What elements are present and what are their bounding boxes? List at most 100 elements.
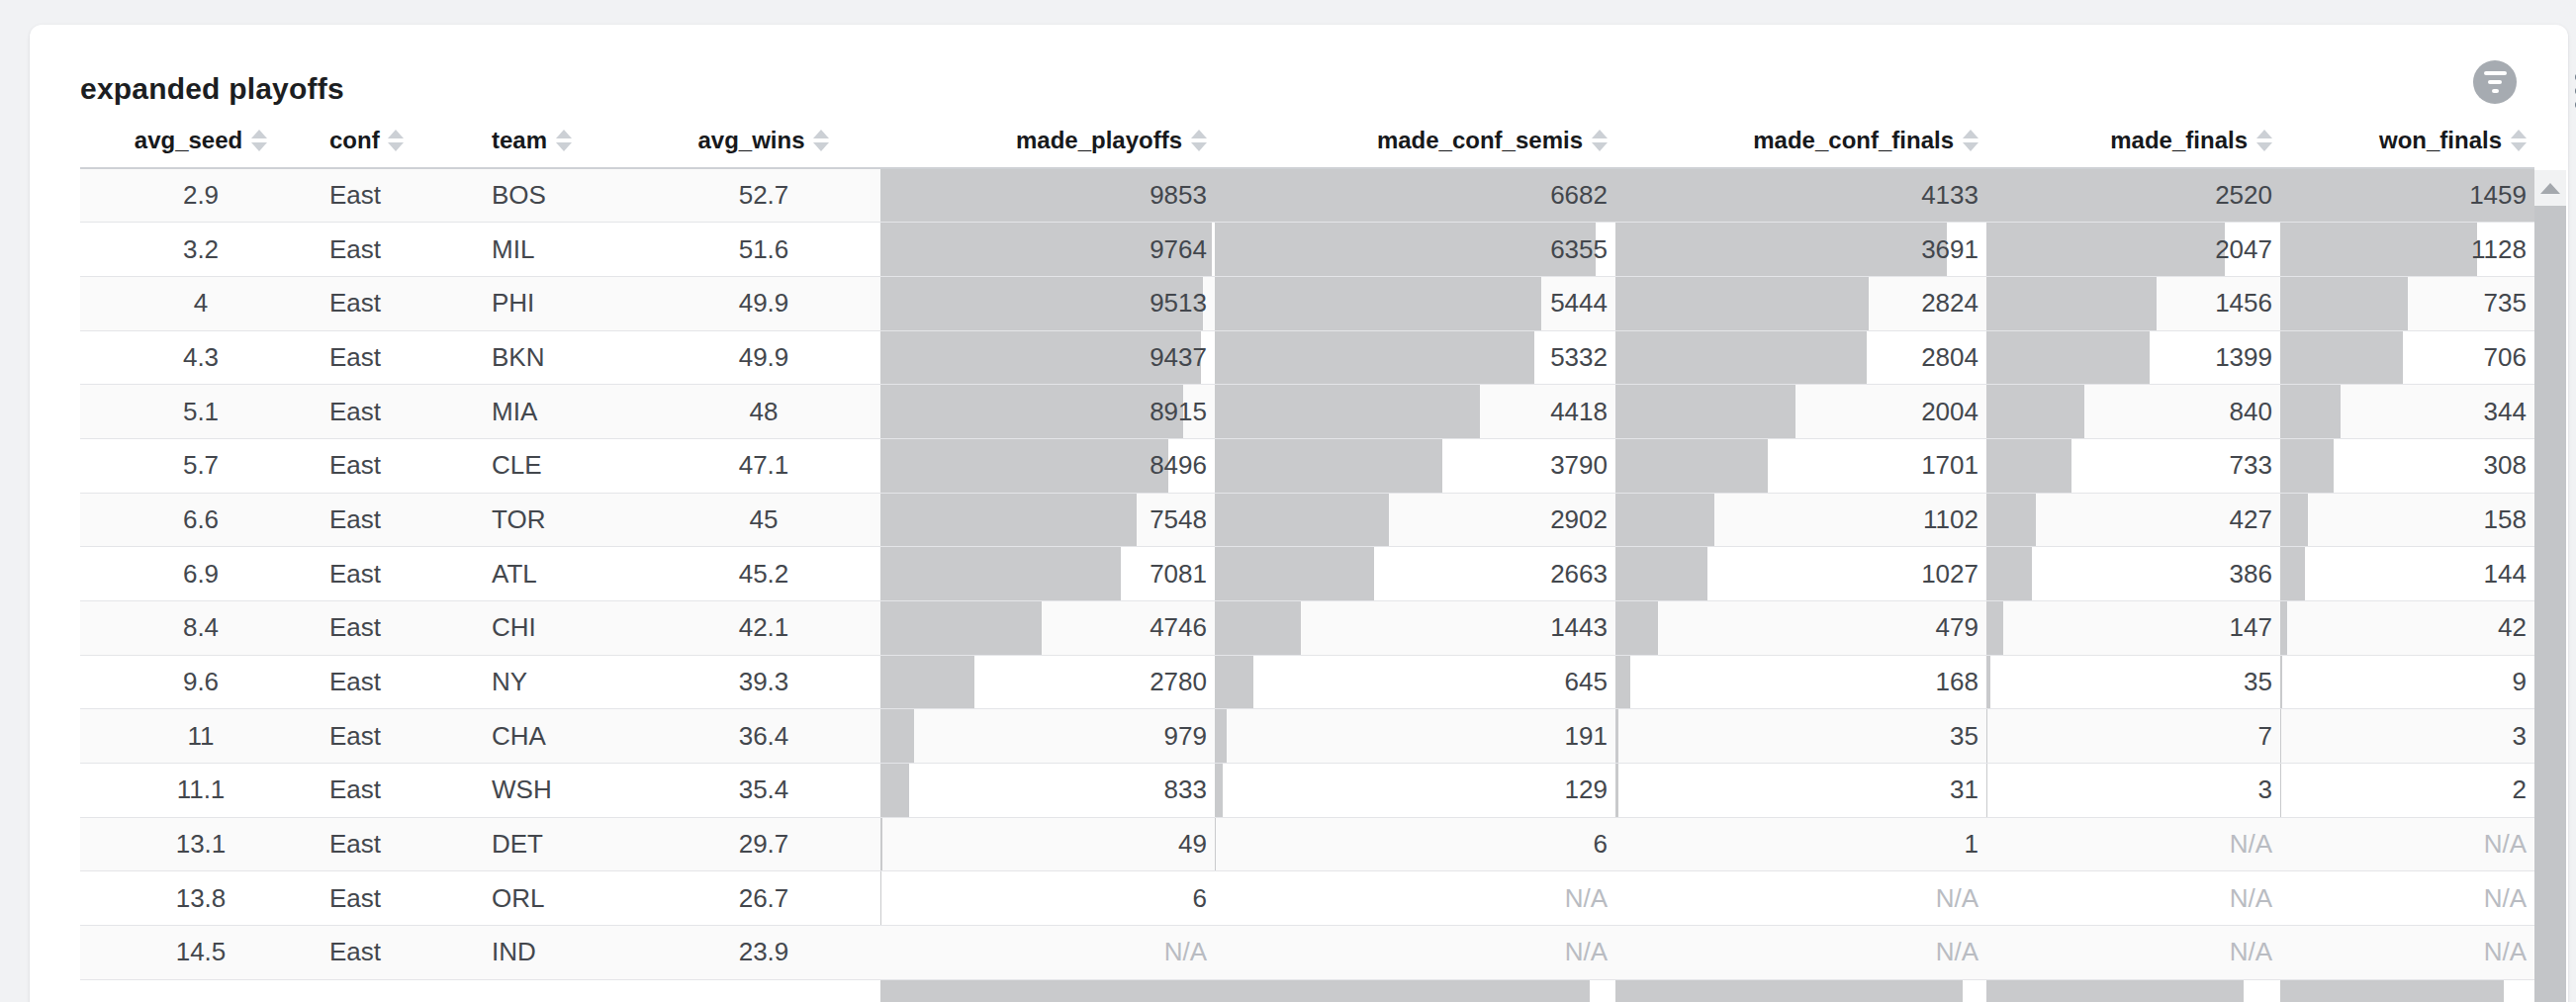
cell-value: 3691 bbox=[1921, 234, 1986, 265]
cell-value: 29.7 bbox=[739, 829, 789, 860]
column-header-conf[interactable]: conf bbox=[322, 113, 484, 168]
cell-value: 36.4 bbox=[739, 721, 789, 752]
cell-value: 9.6 bbox=[183, 667, 219, 697]
column-header-made_conf_semis[interactable]: made_conf_semis bbox=[1215, 113, 1615, 168]
table-row: 6.9EastATL45.2708126631027386144 bbox=[80, 547, 2534, 601]
data-bar bbox=[1615, 385, 1795, 438]
cell-value: East bbox=[322, 667, 381, 697]
cell-value: 840 bbox=[2230, 397, 2280, 427]
cell-value: 13.8 bbox=[176, 883, 227, 914]
column-header-won_finals[interactable]: won_finals bbox=[2280, 113, 2534, 168]
cell-value: East bbox=[322, 397, 381, 427]
cell-team: WSH bbox=[484, 764, 647, 818]
scrollbar-thumb[interactable] bbox=[2534, 206, 2566, 1002]
cell-conf: East bbox=[322, 547, 484, 601]
cell-value: East bbox=[322, 883, 381, 914]
cell-value: 3 bbox=[2513, 721, 2534, 752]
data-bar bbox=[1615, 439, 1768, 493]
cell-value: 4.3 bbox=[183, 342, 219, 373]
column-header-made_finals[interactable]: made_finals bbox=[1986, 113, 2280, 168]
data-bar bbox=[1986, 277, 2157, 330]
cell-made_finals: 840 bbox=[1986, 385, 2280, 439]
column-header-made_conf_finals[interactable]: made_conf_finals bbox=[1615, 113, 1986, 168]
cell-team: CHI bbox=[484, 601, 647, 656]
cell-value: 645 bbox=[1565, 667, 1615, 697]
cell-team: BKN bbox=[484, 330, 647, 385]
cell-made_finals: 3 bbox=[1986, 764, 2280, 818]
table-row: 14.5EastIND23.9N/AN/AN/AN/AN/A bbox=[80, 926, 2534, 980]
cell-conf: East bbox=[322, 764, 484, 818]
column-header-made_playoffs[interactable]: made_playoffs bbox=[880, 113, 1215, 168]
cell-avg_seed: 11.1 bbox=[80, 764, 322, 818]
data-bar bbox=[2280, 439, 2334, 493]
cell-value: ATL bbox=[484, 559, 537, 590]
cell-team: ORL bbox=[484, 871, 647, 926]
data-bar bbox=[1215, 277, 1541, 330]
cell-value: 23.9 bbox=[739, 937, 789, 967]
column-header-avg_wins[interactable]: avg_wins bbox=[647, 113, 880, 168]
data-bar bbox=[1215, 980, 1590, 1002]
cell-value: 9764 bbox=[1150, 234, 1215, 265]
cell-value: 48 bbox=[750, 397, 779, 427]
cell-made_conf_semis: 129 bbox=[1215, 764, 1615, 818]
cell-made_playoffs: 9437 bbox=[880, 330, 1215, 385]
data-bar bbox=[1615, 601, 1658, 655]
cell-won_finals: 308 bbox=[2280, 438, 2534, 493]
cell-conf: East bbox=[322, 385, 484, 439]
cell-value: 35.4 bbox=[739, 774, 789, 805]
data-bar bbox=[2280, 494, 2308, 547]
cell-value: 2004 bbox=[1921, 397, 1986, 427]
cell-team: CHA bbox=[484, 709, 647, 764]
column-header-team[interactable]: team bbox=[484, 113, 647, 168]
cell-avg_seed: 8.4 bbox=[80, 601, 322, 656]
cell-value: BOS bbox=[484, 180, 546, 211]
cell-value: 45.2 bbox=[739, 559, 789, 590]
cell-won_finals: 1459 bbox=[2280, 168, 2534, 223]
cell-value: PHI bbox=[484, 288, 534, 319]
cell-avg_seed: 3.2 bbox=[80, 223, 322, 277]
cell-value: 26.7 bbox=[739, 883, 789, 914]
cell-avg_seed: 14.5 bbox=[80, 926, 322, 980]
cell-avg_seed: 4 bbox=[80, 276, 322, 330]
cell-made_conf_semis: 4418 bbox=[1215, 385, 1615, 439]
cell-avg_wins bbox=[647, 979, 880, 1002]
filter-button[interactable] bbox=[2473, 60, 2517, 104]
cell-made_conf_finals: 2824 bbox=[1615, 276, 1986, 330]
cell-avg_wins: 51.6 bbox=[647, 223, 880, 277]
cell-value: N/A bbox=[1164, 937, 1215, 967]
cell-value: N/A bbox=[1565, 937, 1615, 967]
scroll-up-arrow-icon bbox=[2540, 183, 2560, 194]
cell-value: N/A bbox=[1936, 883, 1986, 914]
cell-avg_wins: 49.9 bbox=[647, 330, 880, 385]
cell-value: 386 bbox=[2230, 559, 2280, 590]
cell-made_finals: N/A bbox=[1986, 926, 2280, 980]
data-bar bbox=[880, 385, 1183, 438]
cell-made_conf_semis: 6 bbox=[1215, 817, 1615, 871]
cell-value: TOR bbox=[484, 504, 545, 535]
cell-value: East bbox=[322, 829, 381, 860]
data-bar bbox=[880, 818, 882, 871]
data-bar bbox=[1215, 709, 1227, 763]
cell-made_conf_finals bbox=[1615, 979, 1986, 1002]
cell-avg_seed: 11 bbox=[80, 709, 322, 764]
data-bar bbox=[880, 439, 1168, 493]
cell-conf: East bbox=[322, 168, 484, 223]
table-row: 11.1EastWSH35.48331293132 bbox=[80, 764, 2534, 818]
vertical-scrollbar[interactable] bbox=[2534, 170, 2566, 1002]
cell-avg_wins: 42.1 bbox=[647, 601, 880, 656]
cell-made_conf_semis: 1443 bbox=[1215, 601, 1615, 656]
cell-value: 833 bbox=[1164, 774, 1215, 805]
cell-value: N/A bbox=[1936, 937, 1986, 967]
cell-value: 158 bbox=[2484, 504, 2534, 535]
scroll-up-button[interactable] bbox=[2534, 170, 2566, 206]
cell-made_conf_semis: 5444 bbox=[1215, 276, 1615, 330]
cell-team: ATL bbox=[484, 547, 647, 601]
data-bar bbox=[1215, 223, 1596, 276]
sort-arrows-icon bbox=[2255, 130, 2272, 151]
cell-value: N/A bbox=[2230, 937, 2280, 967]
more-options-button[interactable] bbox=[2566, 58, 2576, 124]
column-header-avg_seed[interactable]: avg_seed bbox=[80, 113, 322, 168]
cell-avg_wins: 48 bbox=[647, 385, 880, 439]
cell-won_finals: 3 bbox=[2280, 709, 2534, 764]
cell-value: 11.1 bbox=[177, 774, 226, 805]
